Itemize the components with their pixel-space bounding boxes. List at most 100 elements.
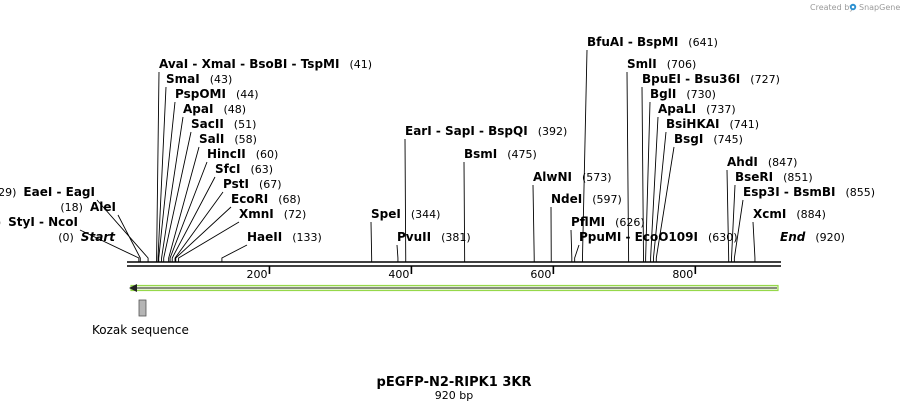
leader-ahdi	[726, 169, 730, 262]
kozak-feature-box[interactable]	[138, 299, 147, 317]
site-xmni[interactable]: XmnI (72)	[239, 207, 306, 221]
leader-eaei-eagi	[96, 199, 149, 262]
site-hincii[interactable]: HincII (60)	[207, 147, 278, 161]
site-name: XcmI	[753, 207, 786, 221]
leader-ecori	[175, 206, 232, 262]
site-name: PvuII	[397, 230, 431, 244]
site-bfuai-bspmi[interactable]: BfuAI - BspMI (641)	[587, 35, 718, 49]
leader-sacii	[163, 131, 192, 262]
leader-alei	[117, 214, 141, 262]
site-position: (43)	[210, 73, 233, 86]
site-ahdi[interactable]: AhdI (847)	[727, 155, 797, 169]
site-name: ApaI	[183, 102, 213, 116]
site-styi-ncoi[interactable]: (16) StyI - NcoI	[0, 215, 78, 229]
site-position: (745)	[713, 133, 743, 146]
leader-ppumi-ecoo109i	[574, 244, 580, 262]
leader-sfci	[171, 176, 216, 262]
site-eaei-eagi[interactable]: (29) EaeI - EagI	[0, 185, 95, 199]
site-position: (884)	[796, 208, 826, 221]
site-position: (847)	[768, 156, 798, 169]
site-avai-xmai-bsobi-tspmi[interactable]: AvaI - XmaI - BsoBI - TspMI (41)	[159, 57, 372, 71]
site-sacii[interactable]: SacII (51)	[191, 117, 256, 131]
site-name: BfuAI - BspMI	[587, 35, 678, 49]
site-position: (51)	[234, 118, 257, 131]
site-position: (392)	[538, 125, 568, 138]
site-position: (41)	[349, 58, 372, 71]
site-position: (727)	[750, 73, 780, 86]
site-position: (626)	[615, 216, 645, 229]
site-psti[interactable]: PstI (67)	[223, 177, 282, 191]
site-position: (44)	[236, 88, 259, 101]
ruler-label-200: 200	[246, 268, 267, 281]
site-spei[interactable]: SpeI (344)	[371, 207, 440, 221]
site-start[interactable]: (0) Start	[58, 230, 116, 244]
full-length-arrow[interactable]	[129, 284, 779, 292]
arrowhead-icon	[129, 284, 137, 292]
site-name: PflMI	[571, 215, 605, 229]
site-sfci[interactable]: SfcI (63)	[215, 162, 273, 176]
site-apai[interactable]: ApaI (48)	[183, 102, 246, 116]
site-position: (48)	[223, 103, 246, 116]
site-end[interactable]: End (920)	[780, 230, 845, 244]
site-name: EarI - SapI - BspQI	[405, 124, 528, 138]
leader-haeii	[221, 244, 248, 262]
site-name: PpuMI - EcoO109I	[579, 230, 698, 244]
site-pvuii[interactable]: PvuII (381)	[397, 230, 471, 244]
site-position: (730)	[686, 88, 716, 101]
site-xcmi[interactable]: XcmI (884)	[753, 207, 826, 221]
site-smli[interactable]: SmlI (706)	[627, 57, 696, 71]
site-esp3i-bsmbi[interactable]: Esp3I - BsmBI (855)	[743, 185, 875, 199]
leader-pvuii	[396, 244, 399, 262]
site-bseri[interactable]: BseRI (851)	[735, 170, 813, 184]
site-name: StyI - NcoI	[8, 215, 78, 229]
site-bsmi[interactable]: BsmI (475)	[464, 147, 537, 161]
site-bsgi[interactable]: BsgI (745)	[674, 132, 743, 146]
leader-bseri	[731, 184, 736, 262]
site-name: SalI	[199, 132, 224, 146]
site-pflmi[interactable]: PflMI (626)	[571, 215, 645, 229]
site-alei[interactable]: (18) AleI	[60, 200, 116, 214]
site-smai[interactable]: SmaI (43)	[166, 72, 232, 86]
site-name: BsmI	[464, 147, 497, 161]
site-name: AlwNI	[533, 170, 572, 184]
site-eari-sapi-bspqi[interactable]: EarI - SapI - BspQI (392)	[405, 124, 567, 138]
site-ppumi-ecoo109i[interactable]: PpuMI - EcoO109I (630)	[579, 230, 738, 244]
leader-eari-sapi-bspqi	[404, 138, 407, 262]
leader-spei	[370, 221, 373, 262]
site-bpuei-bsu36i[interactable]: BpuEI - Bsu36I (727)	[642, 72, 780, 86]
site-position: (68)	[278, 193, 301, 206]
site-name: SacII	[191, 117, 224, 131]
site-apali[interactable]: ApaLI (737)	[658, 102, 736, 116]
ruler: 200 400 600 800	[246, 266, 697, 281]
leader-bfuai-bspmi	[582, 49, 588, 262]
leader-apai	[161, 116, 184, 262]
site-name: EcoRI	[231, 192, 268, 206]
site-position: (58)	[234, 133, 257, 146]
site-name: HincII	[207, 147, 246, 161]
site-haeii[interactable]: HaeII (133)	[247, 230, 322, 244]
site-position: (706)	[667, 58, 697, 71]
snapgene-logo-icon	[849, 3, 857, 11]
leader-psti	[174, 191, 224, 262]
site-name: ApaLI	[658, 102, 696, 116]
site-name: AhdI	[727, 155, 758, 169]
site-labels: (0) Start (16) StyI - NcoI(18) AleI (29) EaeI …	[0, 35, 875, 244]
site-bgli[interactable]: BglI (730)	[650, 87, 716, 101]
site-alwni[interactable]: AlwNI (573)	[533, 170, 612, 184]
site-name: NdeI	[551, 192, 582, 206]
leader-smai	[157, 86, 167, 262]
site-pspomi[interactable]: PspOMI (44)	[175, 87, 259, 101]
leader-apali	[650, 116, 659, 262]
leader-bgli	[645, 101, 651, 262]
site-bsihkai[interactable]: BsiHKAI (741)	[666, 117, 759, 131]
site-ndei[interactable]: NdeI (597)	[551, 192, 622, 206]
site-position: (0)	[58, 231, 74, 244]
site-ecori[interactable]: EcoRI (68)	[231, 192, 301, 206]
ruler-label-600: 600	[530, 268, 551, 281]
site-leader-lines	[79, 49, 756, 262]
site-sali[interactable]: SalI (58)	[199, 132, 257, 146]
credit-text: Created by	[810, 3, 854, 12]
site-position: (475)	[507, 148, 537, 161]
leader-xmni	[178, 221, 240, 262]
